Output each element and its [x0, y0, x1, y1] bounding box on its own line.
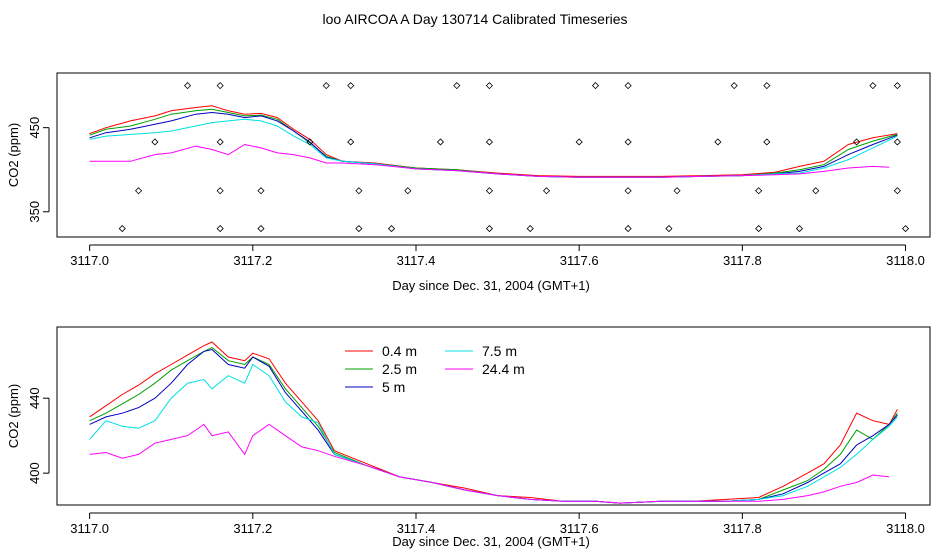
panel-bottom: 3117.0 3117.2 3117.4 3117.6 3117.8 3118.0 400… — [6, 326, 931, 549]
plot-frame-top — [56, 72, 931, 238]
top-data-point — [673, 187, 681, 195]
top-data-point — [257, 225, 265, 233]
bottom-series-line-4 — [89, 423, 890, 504]
legend-label-2: 5 m — [382, 379, 405, 395]
bottom-y-axis-title: CO2 (ppm) — [6, 384, 21, 448]
top-data-point — [151, 138, 159, 146]
top-data-point — [485, 82, 493, 90]
top-data-point — [575, 138, 583, 146]
panel-top: 3117.0 3117.2 3117.4 3117.6 3117.8 3118.0 350… — [6, 72, 931, 293]
bottom-x-axis: 3117.0 3117.2 3117.4 3117.6 3117.8 3118.0 — [70, 512, 925, 536]
top-series-line-3 — [89, 118, 898, 178]
top-data-point — [355, 225, 363, 233]
top-data-point — [763, 82, 771, 90]
bottom-y-tick-label: 440 — [27, 387, 42, 409]
top-x-tick-label: 3117.4 — [397, 253, 436, 268]
top-data-point — [624, 187, 632, 195]
top-y-axis-title: CO2 (ppm) — [6, 123, 21, 187]
top-data-point — [591, 82, 600, 90]
top-data-point — [216, 82, 224, 90]
top-series-line-4 — [89, 143, 890, 178]
plot-frame-bottom — [56, 326, 931, 506]
top-x-axis-title: Day since Dec. 31, 2004 (GMT+1) — [392, 278, 590, 293]
top-data-point — [624, 82, 632, 90]
bottom-x-tick-label: 3117.6 — [560, 521, 599, 536]
top-data-point — [624, 138, 632, 146]
top-data-point — [306, 138, 314, 146]
legend-label-0: 0.4 m — [382, 343, 417, 359]
top-data-point — [485, 187, 493, 195]
top-y-axis: 350 450 — [27, 117, 50, 223]
top-data-point — [135, 187, 143, 195]
top-data-point — [485, 225, 493, 233]
top-data-point — [387, 225, 396, 233]
top-data-point — [257, 187, 265, 195]
top-data-point — [355, 187, 363, 195]
top-x-tick-label: 3118.0 — [886, 253, 925, 268]
bottom-y-axis: 400 440 — [27, 387, 50, 484]
top-data-point — [853, 138, 861, 146]
top-data-point — [347, 138, 355, 146]
top-series-line-0 — [89, 105, 898, 177]
top-data-point — [526, 225, 534, 233]
bottom-x-tick-label: 3117.0 — [70, 521, 109, 536]
top-data-point — [665, 225, 673, 233]
top-data-point — [901, 225, 910, 233]
bottom-x-tick-label: 3118.0 — [886, 521, 925, 536]
top-data-point — [714, 138, 722, 146]
top-data-point — [216, 225, 224, 233]
legend-label-1: 2.5 m — [382, 361, 417, 377]
top-data-point — [763, 138, 771, 146]
bottom-y-tick-label: 400 — [27, 462, 42, 484]
top-y-tick-label: 450 — [27, 117, 42, 139]
bottom-x-tick-label: 3117.8 — [723, 521, 762, 536]
top-x-tick-label: 3117.0 — [70, 253, 109, 268]
top-series-line-2 — [89, 111, 898, 178]
top-series-line-1 — [89, 108, 898, 178]
top-data-point — [322, 82, 330, 90]
bottom-x-axis-title: Day since Dec. 31, 2004 (GMT+1) — [392, 534, 590, 549]
top-data-point — [118, 225, 126, 233]
legend-label-3: 7.5 m — [482, 343, 517, 359]
legend-label-4: 24.4 m — [482, 361, 525, 377]
top-data-point — [893, 138, 901, 146]
top-series-group — [89, 105, 898, 178]
top-data-point — [216, 138, 224, 146]
top-data-point — [893, 82, 901, 90]
bottom-x-tick-label: 3117.4 — [397, 521, 436, 536]
top-points-group — [118, 82, 910, 233]
top-data-point — [812, 187, 820, 195]
top-data-point — [542, 187, 551, 195]
top-data-point — [347, 82, 355, 90]
top-y-tick-label: 350 — [27, 201, 42, 223]
top-data-point — [436, 138, 445, 146]
bottom-x-tick-label: 3117.2 — [233, 521, 272, 536]
top-x-tick-label: 3117.2 — [233, 253, 272, 268]
bottom-series-group — [89, 341, 898, 504]
top-data-point — [730, 82, 738, 90]
top-data-point — [795, 225, 804, 233]
top-data-point — [216, 187, 224, 195]
top-data-point — [893, 187, 901, 195]
top-data-point — [453, 82, 461, 90]
top-data-point — [485, 138, 493, 146]
legend: 0.4 m 2.5 m 5 m 7.5 m 24.4 m — [345, 343, 525, 395]
top-data-point — [183, 82, 192, 90]
top-x-tick-label: 3117.8 — [723, 253, 762, 268]
page-title: loo AIRCOA A Day 130714 Calibrated Times… — [322, 11, 628, 27]
top-data-point — [755, 225, 763, 233]
top-data-point — [755, 187, 763, 195]
top-data-point — [624, 225, 632, 233]
top-data-point — [869, 82, 877, 90]
top-x-axis: 3117.0 3117.2 3117.4 3117.6 3117.8 3118.0 — [70, 244, 925, 268]
top-x-tick-label: 3117.6 — [560, 253, 599, 268]
top-data-point — [404, 187, 412, 195]
